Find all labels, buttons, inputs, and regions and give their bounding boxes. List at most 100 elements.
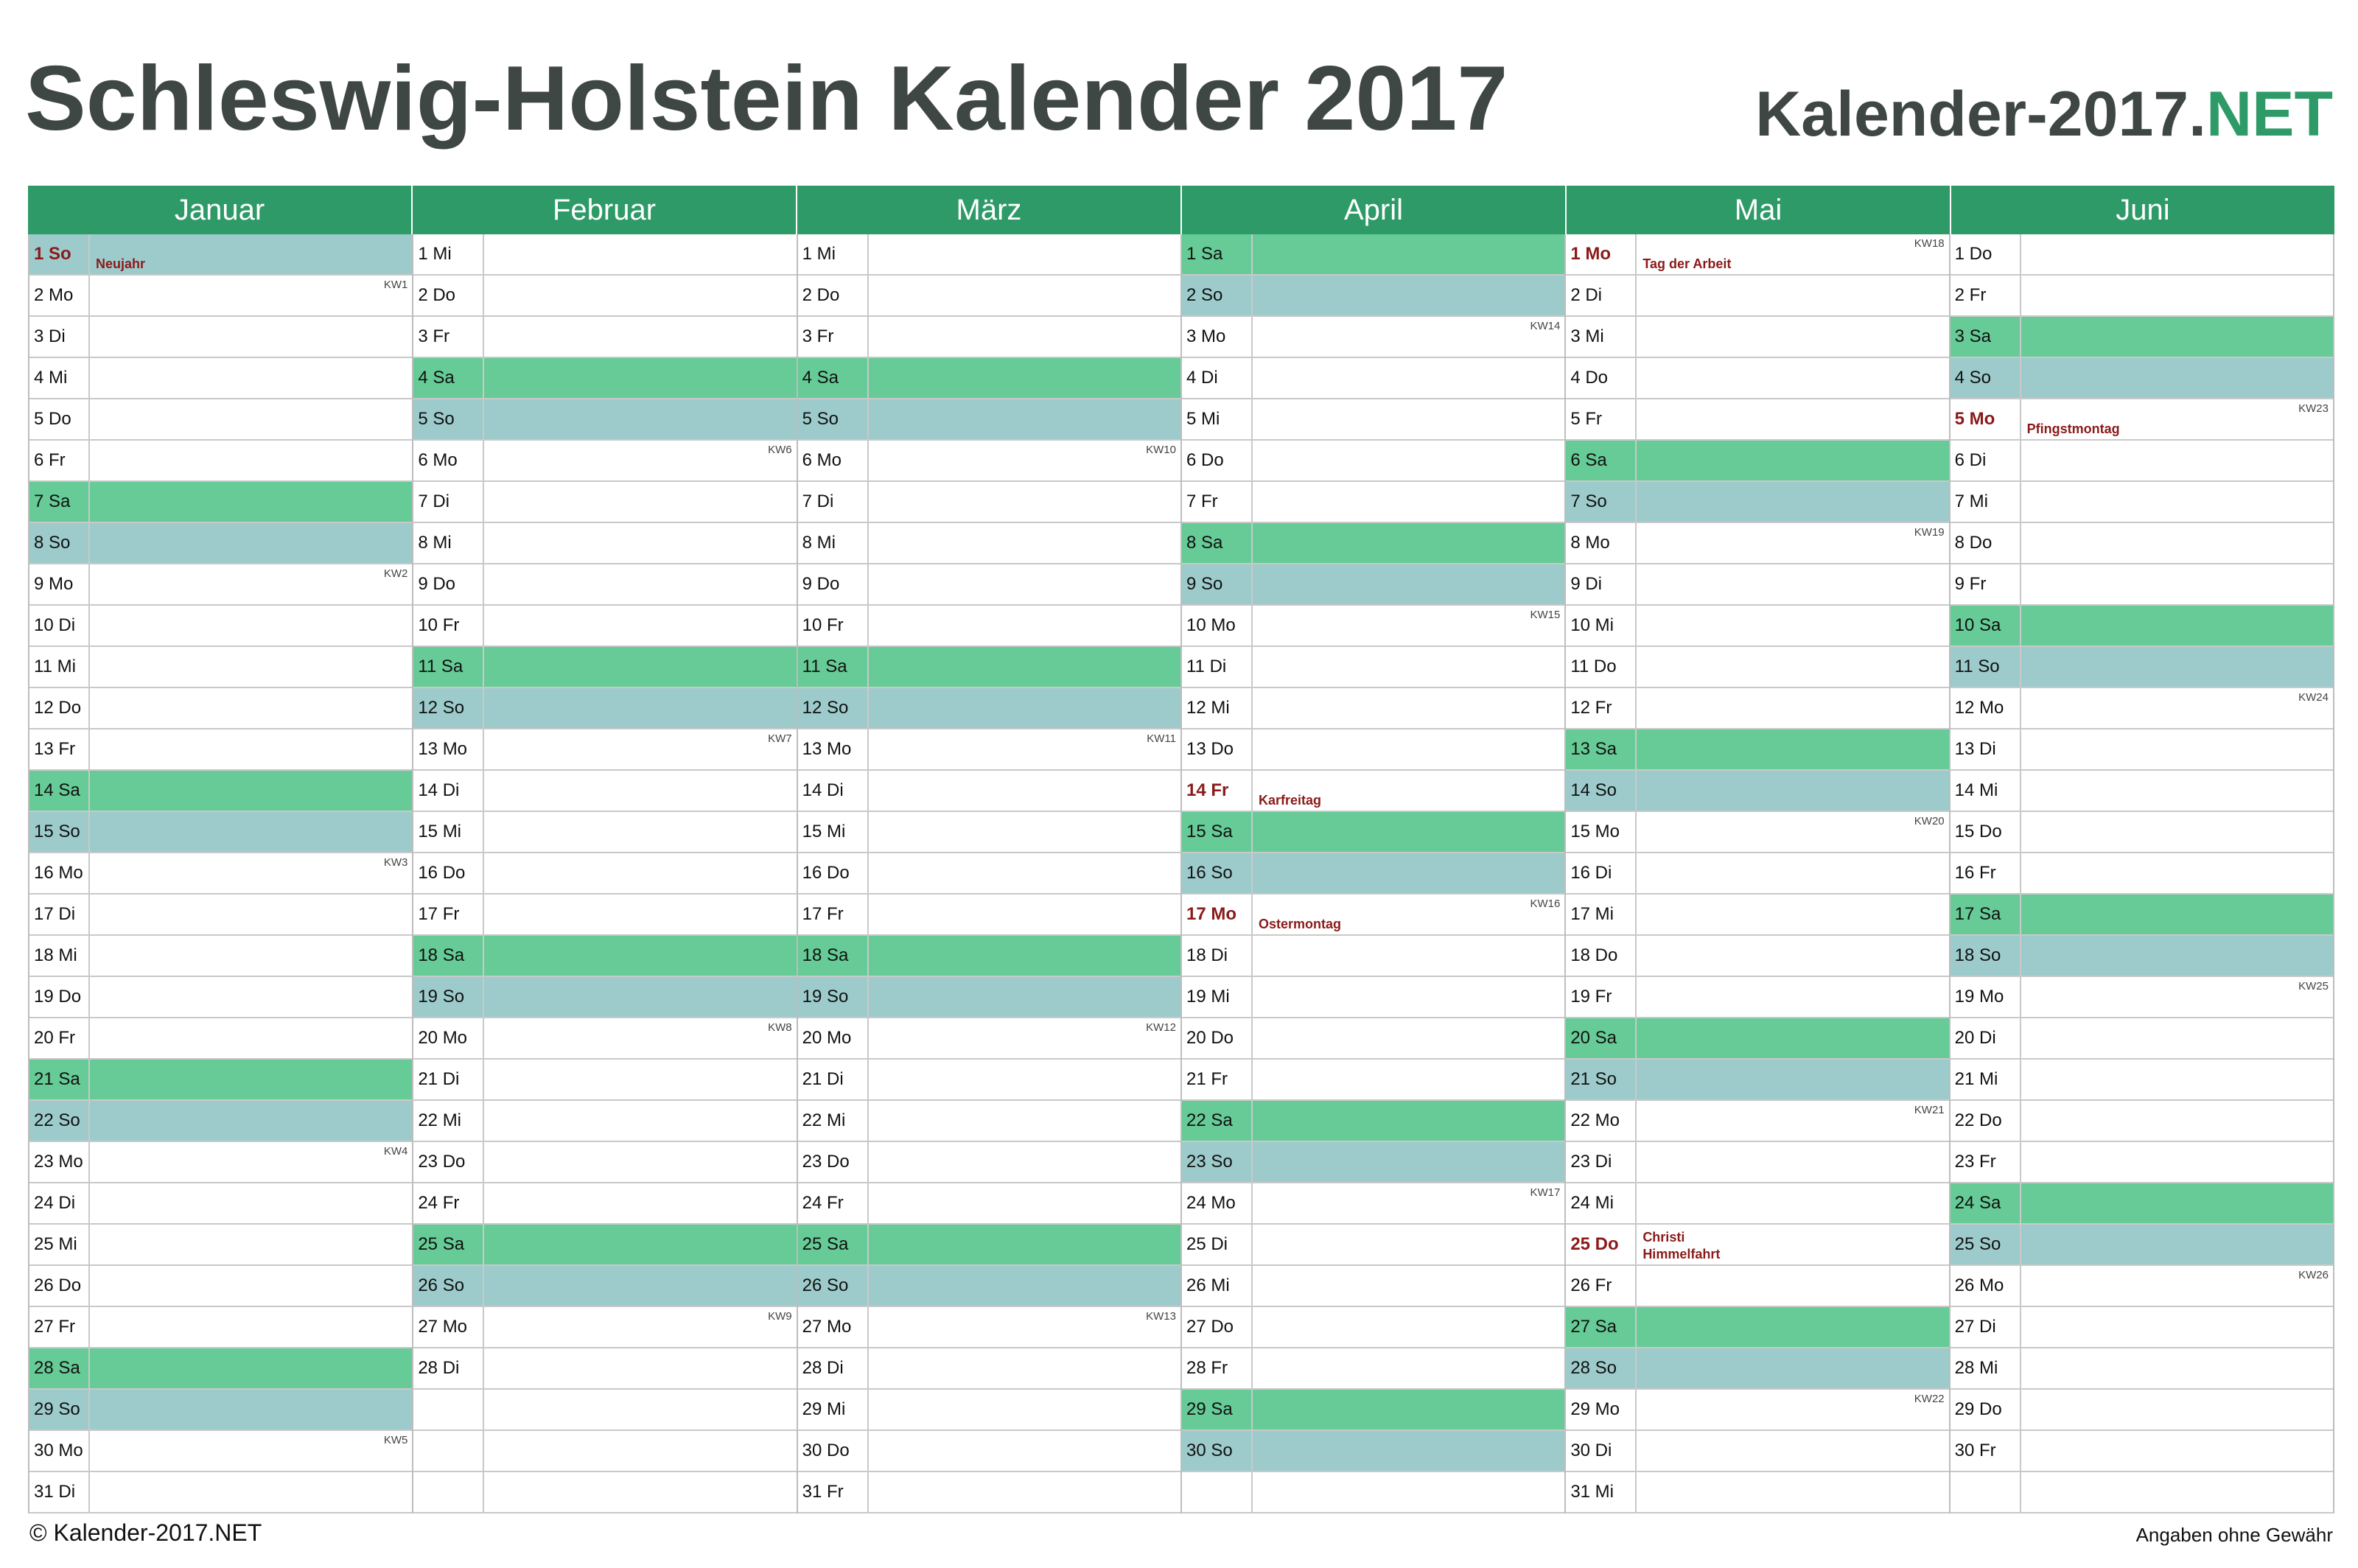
day-note-cell: KW1 (90, 276, 412, 315)
day-note-cell: KW8 (484, 1018, 796, 1058)
day-note-cell: KW19 (1637, 523, 1948, 563)
day-label: 4 Di (1182, 358, 1253, 398)
day-note-cell: KW15 (1253, 606, 1564, 645)
week-number: KW24 (2298, 691, 2329, 704)
day-row: 3 Mi (1566, 317, 1949, 358)
day-note-cell: KW10 (869, 441, 1180, 480)
day-row: 23 Di (1566, 1142, 1949, 1183)
day-label: 21 Fr (1182, 1060, 1253, 1099)
day-note-cell (1637, 895, 1948, 934)
day-row: 11 Sa (413, 647, 797, 688)
day-row: 10 Fr (797, 606, 1180, 647)
day-label: 4 Do (1566, 358, 1637, 398)
day-row: 31 Di (29, 1472, 413, 1513)
day-label: 9 Mo (29, 564, 90, 604)
day-row: 1 So Neujahr (29, 234, 413, 276)
day-row: 20 Mo KW12 (797, 1018, 1180, 1060)
day-row: 23 So (1181, 1142, 1565, 1183)
day-label: 4 Mi (29, 358, 90, 398)
day-row: 22 Mi (413, 1101, 797, 1142)
day-row: 16 Do (797, 853, 1180, 895)
day-row: 8 Mi (797, 523, 1180, 564)
day-label: 8 Mi (413, 523, 485, 563)
day-label: 17 Mi (1566, 895, 1637, 934)
day-row: 12 Mo KW24 (1950, 688, 2333, 729)
day-row: 22 So (29, 1101, 413, 1142)
day-row: 21 So (1566, 1060, 1949, 1101)
day-note-cell: KW14 (1253, 317, 1564, 357)
day-row: 13 Mo KW7 (413, 729, 797, 771)
day-label: 16 Mo (29, 853, 90, 893)
day-note-cell (1253, 523, 1564, 563)
day-note-cell (869, 399, 1180, 439)
day-label: 19 So (413, 977, 485, 1017)
day-row: 6 Do (1181, 441, 1565, 482)
day-label: 19 So (798, 977, 869, 1017)
day-note-cell (1637, 853, 1948, 893)
day-note-cell (484, 853, 796, 893)
day-label: 9 Do (798, 564, 869, 604)
day-label: 26 Mi (1182, 1266, 1253, 1306)
day-note-cell (1637, 1266, 1948, 1306)
day-row: 16 Di (1566, 853, 1949, 895)
day-note-cell (869, 1225, 1180, 1264)
day-label: 26 Do (29, 1266, 90, 1306)
day-note-cell (484, 1101, 796, 1141)
day-row: 28 So (1566, 1348, 1949, 1390)
day-note-cell (1637, 1142, 1948, 1182)
day-label: 18 Di (1182, 936, 1253, 976)
week-number: KW15 (1530, 609, 1561, 621)
day-note-cell (90, 1348, 412, 1388)
day-label: 5 Mi (1182, 399, 1253, 439)
day-note-cell (869, 1431, 1180, 1471)
day-row: 17 Di (29, 895, 413, 936)
day-label: 21 Di (798, 1060, 869, 1099)
day-row: 16 So (1181, 853, 1565, 895)
day-label: 27 Di (1951, 1307, 2021, 1347)
day-label: 11 Sa (413, 647, 485, 687)
day-row: 26 So (797, 1266, 1180, 1307)
month-header: März (797, 186, 1182, 234)
day-note-cell (1637, 936, 1948, 976)
day-label: 13 Mo (413, 729, 485, 769)
day-note-cell (1637, 441, 1948, 480)
empty-day-label (413, 1390, 485, 1429)
day-label: 28 Di (798, 1348, 869, 1388)
day-label: 30 Fr (1951, 1431, 2021, 1471)
day-note-cell: KW4 (90, 1142, 412, 1182)
day-row: 1 Do (1950, 234, 2333, 276)
day-row: 2 Do (413, 276, 797, 317)
day-label: 10 Sa (1951, 606, 2021, 645)
day-note-cell (869, 1348, 1180, 1388)
day-row: 4 Do (1566, 358, 1949, 399)
day-label: 17 Sa (1951, 895, 2021, 934)
day-label: 9 Di (1566, 564, 1637, 604)
brand-accent: NET (2206, 79, 2333, 150)
day-label: 18 Sa (413, 936, 485, 976)
day-label: 2 Do (413, 276, 485, 315)
day-label: 18 Do (1566, 936, 1637, 976)
day-row: 7 Di (413, 482, 797, 523)
day-note-cell: KW24 (2021, 688, 2333, 728)
day-label: 9 So (1182, 564, 1253, 604)
day-note-cell (1253, 482, 1564, 522)
day-row: 25 Mi (29, 1225, 413, 1266)
day-label: 15 Mi (413, 812, 485, 852)
day-note-cell (2021, 1183, 2333, 1223)
day-note-cell (484, 812, 796, 852)
day-label: 4 Sa (798, 358, 869, 398)
month-header: Juni (1951, 186, 2334, 234)
day-note-cell: Christi Himmelfahrt (1637, 1225, 1948, 1264)
day-note-cell (869, 523, 1180, 563)
day-note-cell (2021, 1060, 2333, 1099)
day-note-cell (1637, 1018, 1948, 1058)
day-row: 5 So (413, 399, 797, 441)
day-label: 29 Mo (1566, 1390, 1637, 1429)
day-row: 30 Fr (1950, 1431, 2333, 1472)
day-label: 31 Di (29, 1472, 90, 1512)
day-label: 17 Fr (798, 895, 869, 934)
day-row: 16 Do (413, 853, 797, 895)
day-note-cell (90, 1060, 412, 1099)
day-row: 6 Mo KW6 (413, 441, 797, 482)
day-label: 21 Mi (1951, 1060, 2021, 1099)
